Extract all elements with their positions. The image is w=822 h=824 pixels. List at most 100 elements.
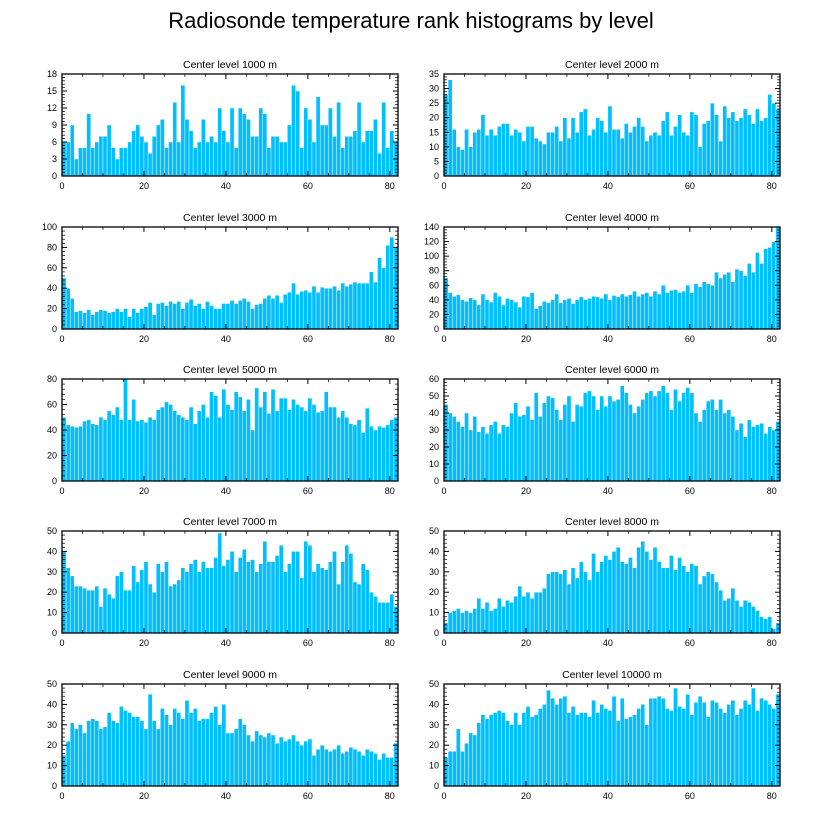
bar [291, 399, 296, 482]
y-tick-label: 100 [42, 222, 57, 232]
bar [131, 399, 136, 482]
bar [151, 419, 157, 482]
bar [254, 730, 259, 787]
bar [681, 708, 686, 787]
bar [242, 549, 247, 634]
bar [730, 587, 736, 634]
bar [476, 304, 482, 330]
bar [685, 571, 691, 634]
bar [460, 426, 465, 482]
bar [509, 602, 514, 634]
bar [697, 146, 703, 177]
bar [278, 302, 284, 330]
bar [468, 612, 473, 634]
y-tick-label: 9 [52, 120, 57, 130]
bar [110, 311, 116, 330]
bar [176, 579, 182, 634]
bar [82, 147, 87, 177]
bar [484, 602, 490, 634]
bar [258, 303, 263, 330]
bar [718, 708, 723, 787]
bar [389, 594, 395, 634]
bar [147, 583, 153, 634]
x-tick-label: 80 [385, 334, 395, 344]
bar [685, 694, 691, 787]
bar [468, 146, 473, 177]
bar [324, 391, 329, 482]
bar [644, 724, 650, 787]
bar [706, 571, 711, 634]
bar [468, 297, 473, 330]
bar [460, 751, 465, 787]
bar [747, 263, 752, 330]
bar [726, 117, 732, 177]
bar [188, 406, 194, 482]
y-tick-label: 20 [47, 304, 57, 314]
bar [160, 119, 165, 177]
bar [295, 294, 300, 330]
bar [303, 107, 309, 177]
bar [747, 114, 752, 177]
bar [250, 559, 255, 634]
bar [213, 557, 218, 634]
x-tick-label: 80 [385, 791, 395, 801]
bar [451, 416, 457, 482]
y-tick-label: 30 [429, 425, 439, 435]
bar [217, 107, 223, 177]
y-tick-label: 0 [434, 324, 439, 334]
bar [233, 391, 239, 482]
bar [628, 294, 633, 330]
bar [570, 706, 576, 787]
y-tick-label: 0 [52, 628, 57, 638]
bar [591, 395, 596, 482]
bar [229, 551, 235, 634]
bar [287, 563, 292, 634]
bar [554, 409, 559, 482]
bar [209, 391, 214, 482]
bar [287, 738, 292, 787]
x-tick-label: 80 [767, 181, 777, 191]
bar [119, 419, 124, 482]
bar [656, 134, 662, 177]
bar [660, 698, 666, 787]
bar [480, 714, 486, 787]
bar [755, 710, 760, 787]
bar [468, 732, 473, 787]
bar [615, 129, 621, 177]
y-tick-label: 30 [47, 720, 57, 730]
plot-frame [443, 683, 781, 787]
bar [192, 147, 198, 177]
bar [734, 429, 740, 482]
bar [225, 404, 231, 482]
bar [607, 395, 613, 482]
bar [315, 749, 321, 787]
bar [751, 426, 756, 482]
bar [579, 712, 584, 787]
bar [497, 296, 502, 330]
panel-1: Center level 1000 m 0 20 40 60 80 0 3 6 9 12 15 18 [47, 59, 399, 191]
x-tick-label: 20 [139, 181, 149, 191]
bar [115, 575, 120, 634]
bar [90, 718, 95, 787]
bar [492, 608, 498, 634]
bar [570, 303, 576, 330]
bar [591, 700, 596, 787]
bar [348, 553, 354, 634]
bar [652, 132, 658, 177]
bar [119, 147, 124, 177]
bar [566, 137, 572, 177]
x-tick-label: 0 [441, 791, 446, 801]
bar [464, 301, 469, 330]
bar [319, 124, 325, 177]
bar [492, 134, 498, 177]
y-tick-label: 40 [429, 295, 439, 305]
bar [332, 551, 337, 634]
bar [295, 740, 300, 787]
bar [714, 702, 719, 787]
bar [566, 298, 572, 330]
y-tick-label: 60 [47, 263, 57, 273]
x-tick-label: 60 [685, 486, 695, 496]
bar [464, 129, 469, 177]
bar [685, 285, 691, 330]
bar [246, 734, 251, 787]
